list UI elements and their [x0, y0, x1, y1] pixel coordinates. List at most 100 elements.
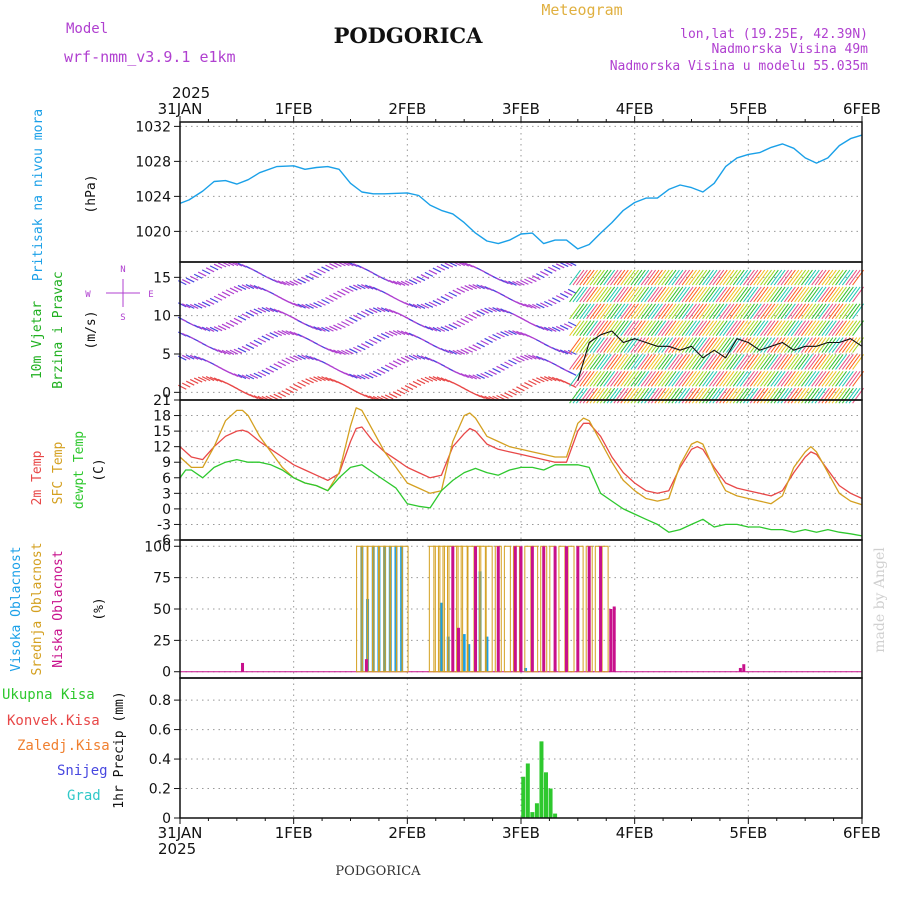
wind-arrow	[671, 337, 684, 353]
bottom-year-label: 2025	[158, 840, 196, 858]
wind-arrow	[818, 303, 830, 320]
wind-arrow	[630, 303, 643, 320]
wind-arrow	[698, 286, 711, 303]
wind-arrow	[289, 385, 298, 392]
compass-east: E	[148, 290, 153, 300]
time-tick-label: 5FEB	[729, 824, 767, 842]
wind-arrow	[841, 269, 854, 286]
wind-arrow	[440, 263, 450, 269]
panel-frames	[174, 116, 863, 824]
wind-arrow	[589, 286, 602, 303]
wind-arrow	[321, 298, 330, 305]
wind-arrow	[540, 302, 549, 308]
wind-arrow	[654, 354, 667, 370]
wind-arrow	[408, 382, 418, 388]
wind-arrow	[726, 286, 738, 303]
wind-arrow	[695, 320, 708, 336]
wind-arrow	[835, 286, 847, 303]
wind-arrow	[181, 382, 191, 388]
wind-arrow	[575, 303, 588, 320]
wind-arrow	[201, 301, 211, 307]
wind-arrow	[589, 320, 602, 336]
model-name: wrf-nmm_v3.9.1 e1km	[64, 48, 236, 66]
wind-arrow	[579, 320, 592, 336]
wind-arrow	[695, 286, 708, 303]
wind-arrow	[329, 325, 338, 331]
wind-arrow	[685, 371, 697, 387]
wind-arrow	[647, 303, 660, 320]
wind-arrow	[610, 269, 622, 286]
cloud-low-bar	[474, 546, 478, 672]
wind-arrow	[189, 275, 199, 281]
wind-arrow	[773, 337, 786, 353]
wind-arrow	[233, 348, 243, 354]
cloud-low-bar	[609, 609, 613, 672]
wind-arrow	[468, 346, 477, 352]
wind-arrow	[520, 279, 529, 285]
wind-arrow	[567, 288, 577, 294]
y-tick-labels: 1020102410281032051015-6-303691215182102…	[135, 119, 171, 827]
y-tick-label: 1020	[135, 224, 171, 240]
wind-arrow	[504, 330, 513, 336]
wind-arrow	[524, 303, 533, 309]
wind-arrow	[637, 269, 650, 286]
wind-arrow	[532, 275, 541, 281]
wind-arrow	[681, 337, 694, 353]
wind-arrow	[579, 269, 592, 286]
wind-arrow	[654, 337, 667, 353]
wind-arrow	[361, 310, 370, 316]
wind-arrow	[547, 299, 557, 305]
wind-arrow	[285, 330, 294, 336]
wind-arrow	[582, 354, 595, 370]
wind-arrow	[702, 303, 714, 320]
wind-arrow	[763, 303, 776, 320]
wind-arrow	[448, 349, 458, 355]
wind-arrow	[468, 313, 477, 319]
wind-arrow	[773, 286, 786, 303]
wind-arrow	[640, 320, 653, 336]
wind-arrow	[650, 303, 663, 320]
wind-arrow	[555, 295, 565, 301]
wind-arrow	[681, 286, 694, 303]
wind-arrow	[520, 302, 529, 308]
wind-arrow	[603, 337, 616, 353]
wind-arrow	[739, 320, 752, 336]
wind-arrow	[209, 297, 219, 303]
wind-arrow	[647, 354, 660, 370]
wind-arrow	[780, 303, 793, 320]
wind-arrow	[229, 287, 239, 293]
cloud-mid-bar	[442, 545, 450, 673]
wind-arrow	[722, 371, 735, 387]
wind-arrow	[500, 279, 509, 285]
time-tick-label: 3FEB	[502, 824, 540, 842]
wind-arrow	[756, 320, 769, 336]
wind-arrow	[671, 354, 684, 370]
wind-arrow	[333, 261, 342, 267]
wind-arrow	[644, 286, 656, 303]
wind-arrow	[575, 337, 588, 353]
wind-arrow	[783, 337, 796, 353]
wind-arrow	[408, 279, 418, 285]
wind-arrow	[685, 269, 697, 286]
wind-arrow	[213, 377, 223, 383]
wind-arrow	[804, 337, 817, 353]
wind-arrow	[305, 355, 314, 361]
wind-arrow	[627, 303, 639, 320]
cloud-high-bar	[371, 546, 375, 672]
cloud-low-bar	[519, 546, 523, 672]
wind-arrow	[301, 303, 310, 309]
wind-arrow	[364, 341, 374, 347]
wind-arrow	[273, 363, 283, 369]
wind-arrow	[516, 386, 525, 392]
wind-arrow	[807, 286, 820, 303]
wind-arrow	[756, 303, 769, 320]
wind-arrow	[225, 321, 235, 327]
wind-arrow	[448, 261, 458, 267]
wind-arrow	[848, 354, 861, 370]
wind-arrow	[794, 286, 807, 303]
wind-arrow	[610, 320, 622, 336]
wind-arrow	[476, 342, 485, 348]
pressure-line	[179, 134, 863, 250]
wind-arrow	[743, 269, 755, 286]
pressure-ylabel: Pritisak na nivou mora	[31, 109, 46, 281]
